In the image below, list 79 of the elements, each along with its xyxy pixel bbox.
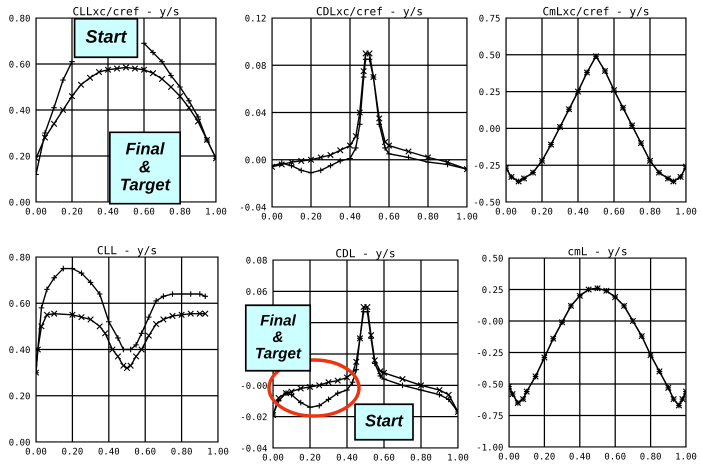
- x-tick-label: 1.00: [448, 454, 468, 461]
- y-tick-label: 0.50: [482, 254, 503, 262]
- y-tick-label: -0.04: [242, 444, 268, 452]
- x-tick-label: 0.20: [300, 454, 320, 461]
- y-tick-label: -0.25: [478, 349, 503, 356]
- chart-title: CDL - y/s: [336, 248, 395, 260]
- y-tick-label: -0.25: [474, 162, 500, 169]
- x-tick-label: 0.80: [640, 208, 660, 215]
- y-tick-label: 0.25: [482, 286, 503, 294]
- chart-title: CmLxc/cref - y/s: [543, 6, 648, 18]
- x-tick-label: 0.40: [570, 452, 590, 460]
- x-tick-label: 0.00: [26, 448, 46, 455]
- chart-title: CLLxc/cref - y/s: [73, 6, 178, 18]
- x-tick-label: 0.20: [534, 452, 555, 460]
- x-tick-label: 0.80: [410, 454, 432, 461]
- y-tick-label: 0.40: [9, 346, 30, 354]
- y-tick-label: -1.00: [478, 444, 503, 451]
- y-tick-label: 0.50: [479, 52, 500, 58]
- x-tick-label: 0.00: [496, 208, 516, 215]
- y-tick-label: 0.00: [479, 125, 500, 132]
- x-tick-label: 0.60: [374, 454, 394, 461]
- y-tick-label: 0.00: [9, 198, 30, 206]
- x-tick-label: 0.80: [170, 208, 190, 215]
- x-tick-label: 0.60: [134, 208, 154, 215]
- annotation: Final & Target: [256, 314, 302, 362]
- y-tick-label: 0.00: [9, 438, 30, 446]
- x-tick-label: 0.00: [262, 454, 284, 461]
- x-tick-label: 0.00: [498, 452, 520, 460]
- annotation: Start: [86, 30, 128, 43]
- y-tick-label: 0.80: [9, 14, 30, 22]
- x-tick-label: 0.60: [134, 448, 156, 455]
- y-tick-label: -0.00: [478, 318, 503, 325]
- y-tick-label: 0.40: [9, 106, 30, 114]
- y-tick-label: 0.25: [479, 88, 500, 96]
- x-tick-label: 0.40: [340, 212, 360, 220]
- y-tick-label: 0.00: [245, 156, 266, 164]
- x-tick-label: 0.40: [98, 448, 120, 455]
- x-tick-label: 0.00: [26, 208, 46, 215]
- y-tick-label: -0.50: [474, 198, 500, 206]
- chart-title: CDLxc/cref - y/s: [316, 6, 422, 18]
- y-tick-label: 0.08: [246, 256, 267, 264]
- y-tick-label: -0.04: [240, 204, 266, 211]
- x-tick-label: 1.00: [208, 448, 228, 455]
- x-tick-label: 0.20: [62, 448, 83, 455]
- y-tick-label: 0.60: [9, 60, 30, 68]
- y-tick-label: 0.20: [9, 392, 30, 400]
- x-tick-label: 0.00: [262, 212, 282, 220]
- x-tick-label: 0.80: [418, 212, 438, 220]
- annotation: Start: [365, 414, 404, 426]
- y-tick-label: 0.60: [9, 300, 30, 307]
- y-tick-label: 0.04: [245, 109, 266, 116]
- annotation: Final & Target: [121, 142, 171, 194]
- x-tick-label: 0.40: [568, 208, 588, 215]
- y-tick-label: 0.06: [246, 288, 267, 295]
- x-tick-label: 0.60: [604, 452, 626, 460]
- chart-title: CLL - y/s: [98, 246, 156, 257]
- x-tick-label: 0.60: [604, 208, 624, 215]
- x-tick-label: 0.20: [532, 208, 552, 215]
- x-tick-label: 0.80: [640, 452, 661, 460]
- x-tick-label: 0.40: [336, 454, 358, 461]
- x-tick-label: 0.60: [378, 212, 400, 220]
- y-tick-label: 0.08: [245, 62, 266, 69]
- y-tick-label: 0.12: [245, 14, 266, 22]
- y-tick-label: 0.20: [9, 152, 30, 160]
- y-tick-label: 0.75: [479, 14, 500, 22]
- chart-title: cmL - y/s: [568, 247, 627, 258]
- y-tick-label: -0.00: [242, 382, 267, 389]
- x-tick-label: 1.00: [457, 212, 478, 220]
- x-tick-label: 1.00: [676, 452, 696, 460]
- x-tick-label: 1.00: [676, 208, 696, 215]
- x-tick-label: 0.20: [62, 208, 82, 215]
- y-tick-label: -0.50: [478, 380, 503, 388]
- y-tick-label: -0.02: [242, 413, 267, 420]
- y-tick-label: 0.80: [9, 254, 30, 261]
- x-tick-label: 0.20: [300, 212, 322, 220]
- x-tick-label: 0.80: [171, 448, 192, 455]
- x-tick-label: 0.40: [98, 208, 118, 215]
- y-tick-label: -0.75: [478, 412, 503, 420]
- x-tick-label: 1.00: [206, 208, 226, 215]
